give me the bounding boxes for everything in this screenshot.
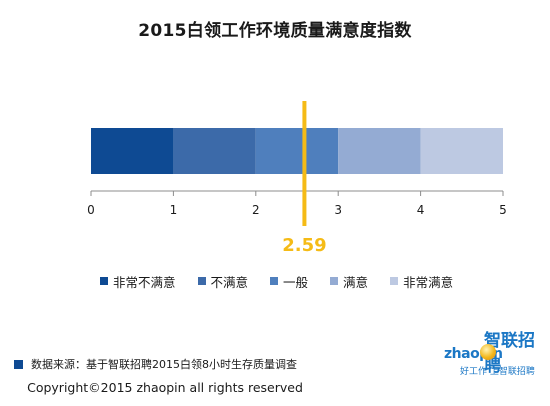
legend-swatch (270, 277, 279, 285)
bar-segment-5 (420, 128, 503, 174)
legend-item-5: 非常满意 (390, 272, 453, 291)
x-tick-label-5: 5 (499, 203, 507, 217)
logo-ball-icon (480, 344, 496, 360)
logo-name: 智联招聘 (484, 331, 535, 376)
bar-segment-4 (338, 128, 421, 174)
legend-item-2: 不满意 (197, 272, 249, 291)
data-source-note: 数据来源：基于智联招聘2015白领8小时生存质量调查 (14, 356, 297, 372)
bar-segment-1 (91, 128, 174, 174)
legend-swatch (100, 277, 108, 285)
legend-label: 非常满意 (403, 274, 454, 290)
x-tick-label-4: 4 (417, 203, 425, 217)
legend-swatch (197, 277, 206, 285)
bar-segment-3 (255, 128, 339, 174)
x-tick-label-3: 3 (334, 203, 342, 217)
source-marker-square (14, 359, 23, 369)
x-tick-label-1: 1 (170, 203, 178, 217)
legend-item-3: 一般 (270, 272, 308, 291)
chart-title: 2015白领工作环境质量满意度指数 (138, 21, 412, 41)
legend-swatch (330, 277, 339, 285)
value-marker-label: 2.59 (282, 235, 326, 256)
legend-swatch (390, 277, 399, 285)
data-source-text: 数据来源：基于智联招聘2015白领8小时生存质量调查 (31, 358, 297, 371)
legend-label: 不满意 (210, 274, 249, 290)
legend-label: 非常不满意 (113, 274, 176, 290)
copyright-text: Copyright©2015 zhaopin all rights reserv… (27, 380, 303, 395)
legend-label: 一般 (283, 274, 309, 290)
legend-item-4: 满意 (330, 272, 368, 291)
legend-label: 满意 (343, 274, 369, 290)
x-tick-label-0: 0 (87, 203, 95, 217)
x-tick-label-2: 2 (252, 203, 260, 217)
logo-tagline: 好工作 上智联招聘 (460, 367, 535, 377)
zhaopin-logo: 智联招聘 zhaopin 好工作 上智联招聘 (440, 324, 544, 378)
bar-segment-2 (173, 128, 256, 174)
chart-legend: 非常不满意 不满意 一般 满意 非常满意 (100, 270, 520, 292)
legend-item-1: 非常不满意 (100, 272, 176, 291)
